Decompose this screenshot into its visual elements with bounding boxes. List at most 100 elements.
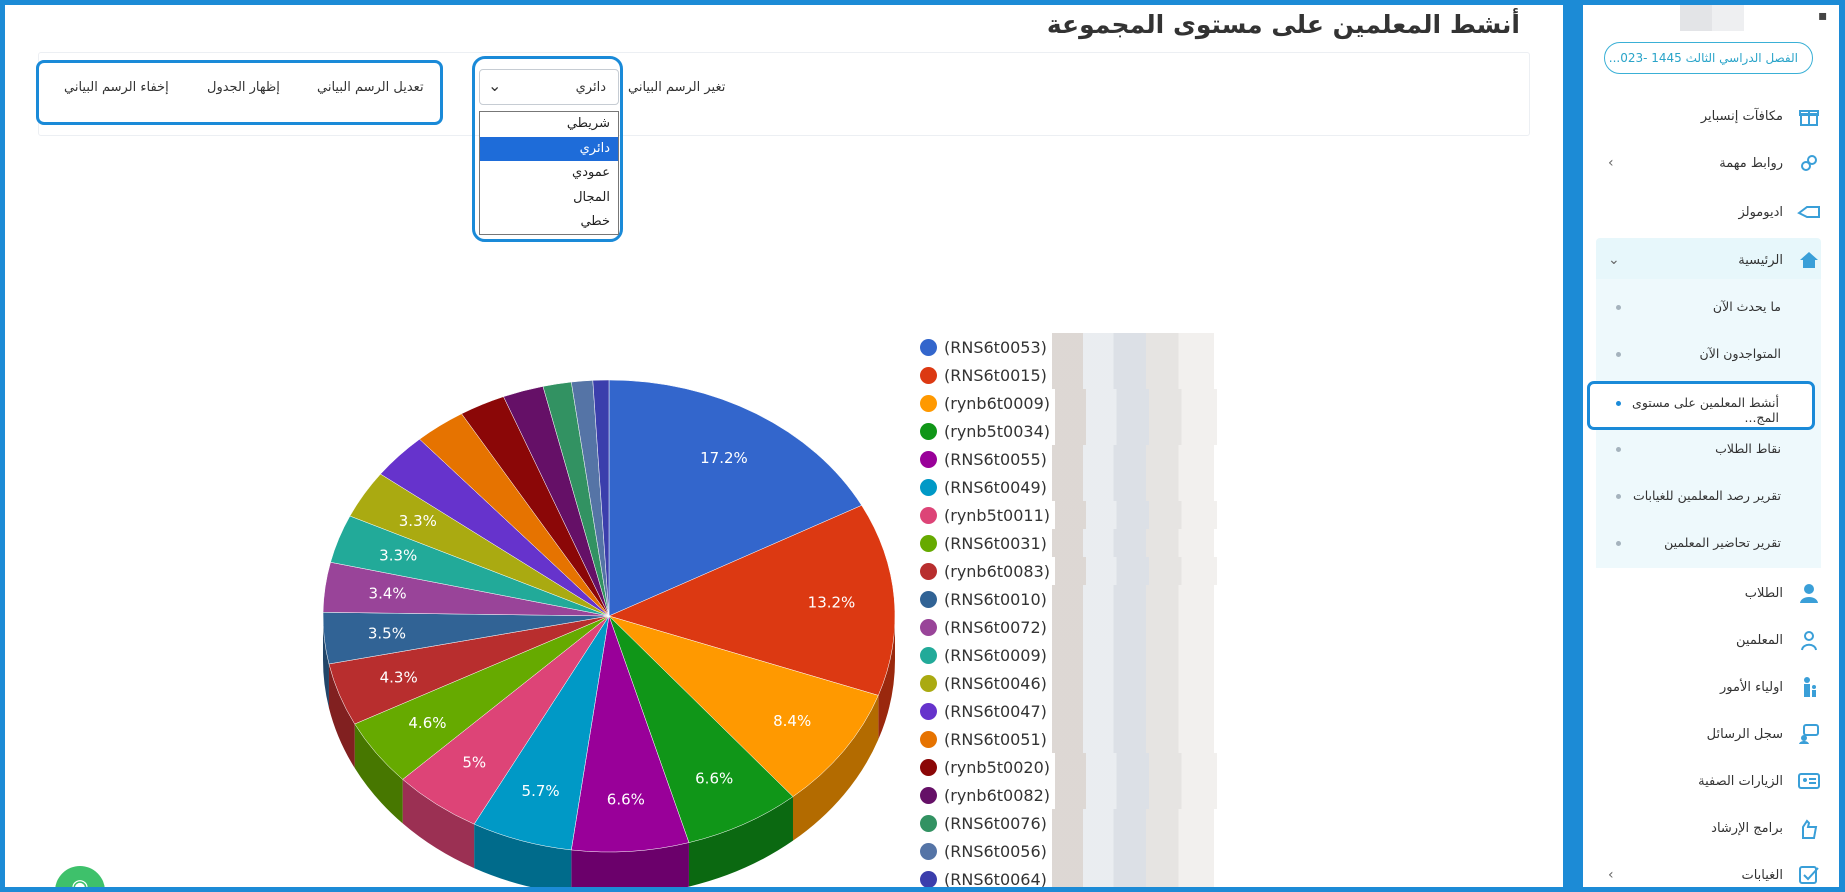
legend-redacted-name bbox=[1051, 669, 1214, 697]
sidebar-item-message-log[interactable]: سجل الرسائل bbox=[1596, 714, 1821, 754]
submenu-item-happening-now[interactable]: ما يحدث الآن bbox=[1596, 286, 1821, 330]
edumoles-icon bbox=[1797, 200, 1821, 224]
teacher-icon bbox=[1797, 628, 1821, 652]
show-table-link[interactable]: إظهار الجدول bbox=[207, 80, 280, 95]
pie-data-label: 4.6% bbox=[408, 714, 446, 732]
legend-label: (RNS6t0049) bbox=[944, 477, 1047, 497]
legend-item[interactable]: (RNS6t0031) bbox=[920, 529, 1217, 557]
close-icon[interactable]: ▪ bbox=[1818, 8, 1828, 24]
avatar bbox=[1680, 5, 1744, 31]
student-icon bbox=[1797, 581, 1821, 605]
pie-data-label: 17.2% bbox=[700, 449, 748, 467]
legend-label: (RNS6t0076) bbox=[944, 813, 1047, 833]
submenu-item-online-now[interactable]: المتواجدون الآن bbox=[1596, 333, 1821, 377]
legend-swatch bbox=[920, 394, 937, 412]
legend-swatch bbox=[920, 534, 937, 552]
legend-item[interactable]: (RNS6t0076) bbox=[920, 809, 1217, 837]
hide-chart-link[interactable]: إخفاء الرسم البياني bbox=[64, 80, 169, 95]
legend-swatch bbox=[920, 702, 937, 720]
submenu-label: نقاط الطلاب bbox=[1715, 441, 1781, 456]
bullet-icon bbox=[1616, 541, 1621, 546]
pie-data-label: 3.3% bbox=[399, 512, 437, 530]
bullet-icon bbox=[1616, 305, 1621, 310]
sidebar-item-students[interactable]: الطلاب bbox=[1596, 573, 1821, 613]
chevron-left-icon: ‹ bbox=[1608, 867, 1614, 883]
legend-swatch bbox=[920, 422, 937, 440]
change-chart-label: تغير الرسم البياني bbox=[628, 80, 726, 95]
legend-item[interactable]: (RNS6t0053) bbox=[920, 333, 1217, 361]
option-area[interactable]: المجال bbox=[573, 189, 610, 205]
pie-slice[interactable] bbox=[608, 379, 862, 617]
pie-slice[interactable] bbox=[592, 379, 610, 617]
pie-slice-side bbox=[792, 695, 879, 841]
pie-slice[interactable] bbox=[608, 615, 879, 798]
pie-data-label: 3.5% bbox=[368, 624, 406, 642]
sidebar-scrollbar[interactable] bbox=[1563, 5, 1583, 892]
legend-redacted-name bbox=[1051, 585, 1214, 613]
submenu-item-absence-report[interactable]: تقرير رصد المعلمين للغيابات bbox=[1596, 475, 1821, 519]
legend-label: (rynb6t0082) bbox=[944, 785, 1050, 805]
legend-redacted-name bbox=[1051, 529, 1214, 557]
link-icon bbox=[1797, 151, 1821, 175]
sidebar-item-inspire-rewards[interactable]: مكافآت إنسباير bbox=[1596, 96, 1821, 136]
legend-item[interactable]: (rynb5t0034) bbox=[920, 417, 1217, 445]
sidebar-item-important-links[interactable]: ‹ روابط مهمة bbox=[1596, 143, 1821, 183]
edit-chart-link[interactable]: تعديل الرسم البياني bbox=[317, 80, 424, 95]
sidebar-item-home[interactable]: ⌄ الرئيسية bbox=[1596, 240, 1821, 280]
sidebar-item-guidance[interactable]: برامج الإرشاد bbox=[1596, 808, 1821, 848]
pie-data-label: 5% bbox=[462, 754, 486, 772]
sidebar-item-class-visits[interactable]: الزيارات الصفية bbox=[1596, 761, 1821, 801]
legend-item[interactable]: (rynb5t0020) bbox=[920, 753, 1217, 781]
sidebar-item-label: المعلمين bbox=[1736, 632, 1783, 648]
option-line[interactable]: خطي bbox=[580, 214, 610, 230]
legend-item[interactable]: (rynb6t0009) bbox=[920, 389, 1217, 417]
legend-item[interactable]: (RNS6t0010) bbox=[920, 585, 1217, 613]
sidebar-item-absences[interactable]: ‹ الغيابات bbox=[1596, 855, 1821, 892]
pie-slice[interactable] bbox=[608, 615, 794, 843]
legend-label: (rynb5t0020) bbox=[944, 757, 1050, 777]
legend-redacted-name bbox=[1051, 809, 1214, 837]
parent-icon bbox=[1797, 675, 1821, 699]
chart-type-select[interactable]: دائري ⌄ bbox=[479, 69, 619, 105]
submenu-item-prep-report[interactable]: تقرير تحاضير المعلمين bbox=[1596, 522, 1821, 566]
pie-data-label: 4.3% bbox=[380, 668, 418, 686]
semester-selector[interactable]: الفصل الدراسي الثالث 1445 -023... bbox=[1604, 42, 1813, 74]
legend-item[interactable]: (rynb5t0011) bbox=[920, 501, 1217, 529]
legend-item[interactable]: (rynb6t0083) bbox=[920, 557, 1217, 585]
pie-slice[interactable] bbox=[571, 615, 690, 853]
legend-redacted-name bbox=[1055, 417, 1217, 445]
pie-data-label: 13.2% bbox=[808, 594, 856, 612]
option-pie[interactable]: دائري bbox=[480, 136, 618, 162]
legend-item[interactable]: (RNS6t0046) bbox=[920, 669, 1217, 697]
bullet-icon bbox=[1616, 352, 1621, 357]
legend-item[interactable]: (RNS6t0055) bbox=[920, 445, 1217, 473]
submenu-label: ما يحدث الآن bbox=[1712, 299, 1781, 314]
legend-redacted-name bbox=[1051, 473, 1214, 501]
legend-redacted-name bbox=[1055, 389, 1217, 417]
class-visit-icon bbox=[1797, 769, 1821, 793]
legend-item[interactable]: (RNS6t0051) bbox=[920, 725, 1217, 753]
chart-actions-highlight bbox=[36, 60, 443, 125]
legend-item[interactable]: (RNS6t0047) bbox=[920, 697, 1217, 725]
legend-item[interactable]: (RNS6t0049) bbox=[920, 473, 1217, 501]
sidebar-item-parents[interactable]: اولياء الأمور bbox=[1596, 667, 1821, 707]
legend-item[interactable]: (RNS6t0056) bbox=[920, 837, 1217, 865]
submenu-item-student-points[interactable]: نقاط الطلاب bbox=[1596, 428, 1821, 472]
option-column[interactable]: عمودي bbox=[572, 165, 610, 181]
sidebar-item-edumoles[interactable]: اديومولز bbox=[1596, 192, 1821, 232]
legend-swatch bbox=[920, 450, 937, 468]
legend-redacted-name bbox=[1051, 725, 1214, 753]
legend-item[interactable]: (RNS6t0015) bbox=[920, 361, 1217, 389]
legend-item[interactable]: (rynb6t0082) bbox=[920, 781, 1217, 809]
option-bar[interactable]: شريطي bbox=[566, 116, 610, 131]
legend-item[interactable]: (RNS6t0072) bbox=[920, 613, 1217, 641]
pie-slice[interactable] bbox=[608, 505, 896, 696]
legend-redacted-name bbox=[1051, 445, 1214, 473]
pie-data-label: 8.4% bbox=[773, 712, 811, 730]
bullet-icon bbox=[1616, 494, 1621, 499]
message-log-icon bbox=[1797, 722, 1821, 746]
submenu-label: المتواجدون الآن bbox=[1699, 346, 1781, 361]
submenu-item-most-active-teachers[interactable]: أنشط المعلمين على مستوى المج... bbox=[1596, 382, 1821, 426]
sidebar-item-teachers[interactable]: المعلمين bbox=[1596, 620, 1821, 660]
legend-item[interactable]: (RNS6t0009) bbox=[920, 641, 1217, 669]
